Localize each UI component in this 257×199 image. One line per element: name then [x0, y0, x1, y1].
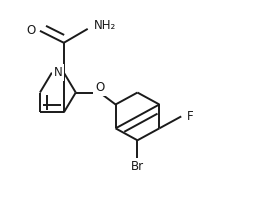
- Text: O: O: [27, 24, 36, 37]
- Text: O: O: [95, 81, 104, 94]
- Text: Br: Br: [131, 160, 144, 173]
- Text: NH₂: NH₂: [94, 19, 116, 32]
- Text: N: N: [53, 66, 62, 79]
- Text: F: F: [187, 110, 194, 123]
